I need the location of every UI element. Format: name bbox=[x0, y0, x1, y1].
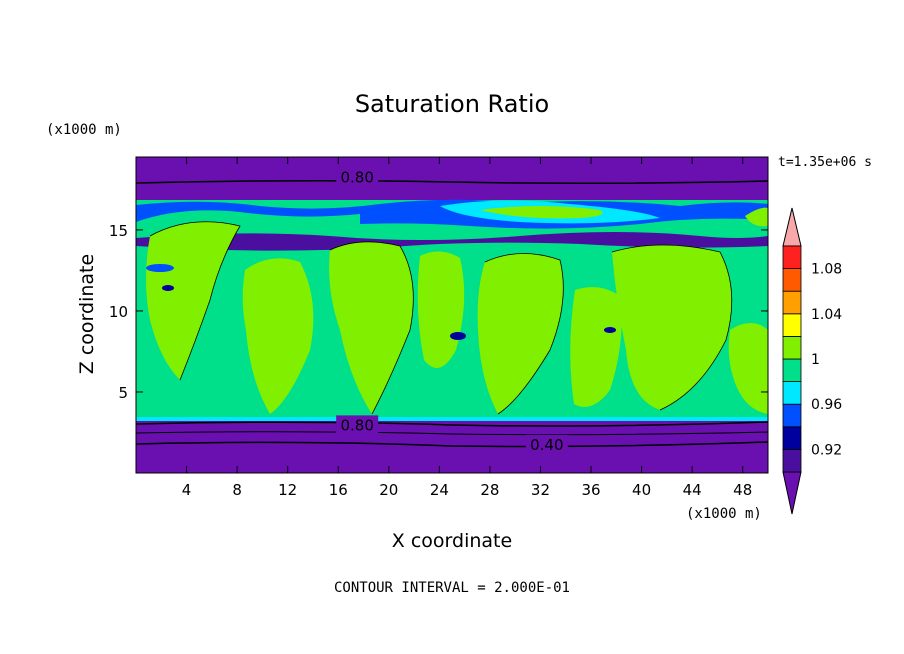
y-tick-label: 5 bbox=[118, 384, 128, 402]
field-spot-1 bbox=[450, 332, 466, 340]
field-plume-2 bbox=[242, 258, 314, 414]
x-tick-label: 32 bbox=[531, 481, 550, 499]
colorbar: 0.92 0.96 1 1.04 1.08 bbox=[782, 207, 842, 515]
x-tick-label: 20 bbox=[379, 481, 398, 499]
x-tick-label: 4 bbox=[182, 481, 192, 499]
x-tick-label: 40 bbox=[632, 481, 651, 499]
colorbar-segment bbox=[782, 381, 802, 405]
colorbar-segment bbox=[782, 313, 802, 337]
contour-line-bottom-1 bbox=[136, 421, 768, 427]
contour-label: 0.40 bbox=[530, 436, 563, 454]
colorbar-label: 1.04 bbox=[811, 307, 842, 323]
colorbar-label: 0.92 bbox=[811, 442, 842, 458]
x-tick-label: 16 bbox=[329, 481, 348, 499]
colorbar-label: 0.96 bbox=[811, 397, 842, 413]
field-plume-7 bbox=[612, 245, 732, 410]
colorbar-label: 1.08 bbox=[811, 262, 842, 278]
time-label: t=1.35e+06 s bbox=[778, 155, 872, 170]
colorbar-segment bbox=[782, 335, 802, 360]
colorbar-segment bbox=[782, 426, 802, 450]
colorbar-segment bbox=[782, 268, 802, 292]
contour-label-bg bbox=[336, 415, 379, 434]
contour-label: 0.80 bbox=[340, 168, 373, 186]
y-axis-title: Z coordinate bbox=[76, 254, 98, 374]
x-tick-label: 44 bbox=[683, 481, 702, 499]
y-tick-label: 15 bbox=[109, 222, 128, 240]
x-tick-label: 28 bbox=[480, 481, 499, 499]
x-tick-label: 24 bbox=[430, 481, 449, 499]
z-unit-label: (x1000 m) bbox=[46, 122, 122, 138]
contour-line-top bbox=[136, 179, 768, 185]
colorbar-segment bbox=[782, 290, 802, 315]
x-tick-label: 48 bbox=[733, 481, 752, 499]
x-tick-label: 8 bbox=[232, 481, 242, 499]
chart-title: Saturation Ratio bbox=[355, 90, 549, 118]
field-dry-top bbox=[136, 157, 768, 202]
colorbar-segment bbox=[782, 358, 802, 383]
colorbar-segment bbox=[782, 403, 802, 428]
field-plume-5 bbox=[477, 253, 564, 414]
colorbar-under-triangle bbox=[782, 471, 802, 515]
colorbar-segment bbox=[782, 448, 802, 473]
x-tick-label: 12 bbox=[278, 481, 297, 499]
field-dark-band bbox=[136, 232, 768, 251]
y-tick-label: 10 bbox=[109, 303, 128, 321]
contour-label: 0.80 bbox=[340, 416, 373, 434]
field-plume-6 bbox=[570, 287, 622, 407]
contour-interval-footer: CONTOUR INTERVAL = 2.000E-01 bbox=[334, 580, 570, 596]
field-plume-left bbox=[146, 221, 240, 380]
x-axis: 4 8 12 16 20 24 28 32 36 40 44 48 bbox=[182, 157, 752, 499]
contour-line-plumes bbox=[149, 221, 733, 415]
plot-frame bbox=[135, 156, 769, 474]
colorbar-label: 1 bbox=[811, 352, 820, 368]
field-plume-8 bbox=[728, 323, 768, 414]
field-plume-3 bbox=[329, 241, 414, 414]
field-lower-edge bbox=[136, 417, 768, 421]
field-upper-band-green-right bbox=[745, 207, 768, 227]
x-axis-title: X coordinate bbox=[392, 530, 512, 552]
field-spot-4 bbox=[162, 285, 174, 291]
contour-label-bg bbox=[336, 167, 379, 186]
plot-area: 0.80 0.80 0.40 bbox=[135, 156, 769, 474]
field-upper-band-green bbox=[480, 206, 603, 219]
colorbar-over-triangle bbox=[782, 207, 802, 247]
y-axis: 5 10 15 bbox=[109, 222, 768, 402]
field-spot-2 bbox=[604, 327, 616, 333]
contour-label-bg bbox=[525, 434, 568, 453]
contour-line-bottom-3 bbox=[136, 431, 768, 436]
x-unit-label: (x1000 m) bbox=[686, 506, 762, 522]
x-tick-label: 36 bbox=[581, 481, 600, 499]
field-spot-3 bbox=[146, 264, 174, 272]
contour-line-bottom-2 bbox=[136, 441, 768, 448]
colorbar-segment bbox=[782, 245, 802, 270]
